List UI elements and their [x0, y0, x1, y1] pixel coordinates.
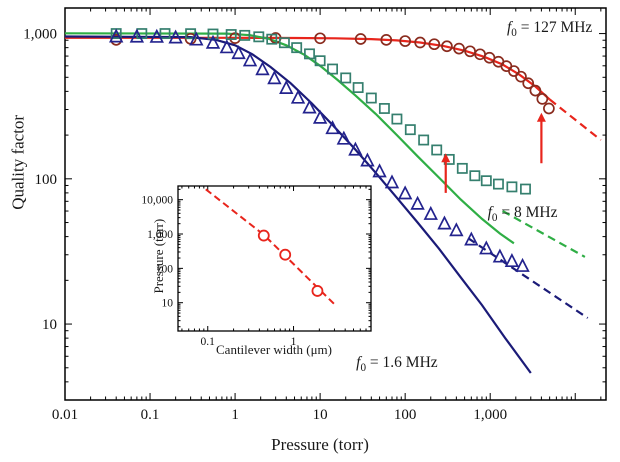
inset-y-tick-label: 1,000: [147, 229, 173, 241]
inset-y-tick-label: 10: [162, 298, 174, 310]
x-tick-label: 1: [231, 407, 239, 423]
series-label-f0-127mhz: f0 = 127 MHz: [506, 18, 593, 39]
series-label-f0-1p6mhz: f0 = 1.6 MHz: [356, 354, 438, 375]
series-f0-8mhz-markers: [110, 28, 531, 195]
x-axis-title: Pressure (torr): [271, 435, 369, 454]
main-axes: 0.01 0.1 1 10 100 1,000 10 100 1,000: [23, 7, 607, 423]
x-tick-label: 0.1: [141, 407, 160, 423]
inset-y-tick-label: 100: [156, 263, 174, 275]
inset-y-tick-label: 10,000: [141, 195, 173, 207]
x-tick-label: 0.01: [52, 407, 78, 423]
series-f0-1p6mhz-markers: [109, 28, 530, 272]
inset-x-axis-title: Cantilever width (μm): [216, 342, 332, 357]
inset-y-axis-title: Pressure (torr): [150, 218, 166, 294]
series-label-f0-8mhz: f0 = 8 MHz: [487, 204, 558, 225]
x-tick-label: 100: [394, 407, 417, 423]
y-tick-label: 100: [35, 172, 58, 188]
inset-plot: 0.1 1 10 100 1,000 10,000: [141, 185, 372, 348]
x-tick-label: 10: [313, 407, 328, 423]
y-axis-title: Quality factor: [8, 114, 28, 210]
y-tick-label: 1,000: [23, 27, 57, 43]
inset-x-tick-label: 0.1: [201, 336, 216, 348]
inset-x-tick-label: 1: [291, 336, 297, 348]
x-tick-label: 1,000: [473, 407, 507, 423]
y-tick-label: 10: [42, 317, 57, 333]
series-f0-1p6mhz-fits: [64, 35, 589, 374]
